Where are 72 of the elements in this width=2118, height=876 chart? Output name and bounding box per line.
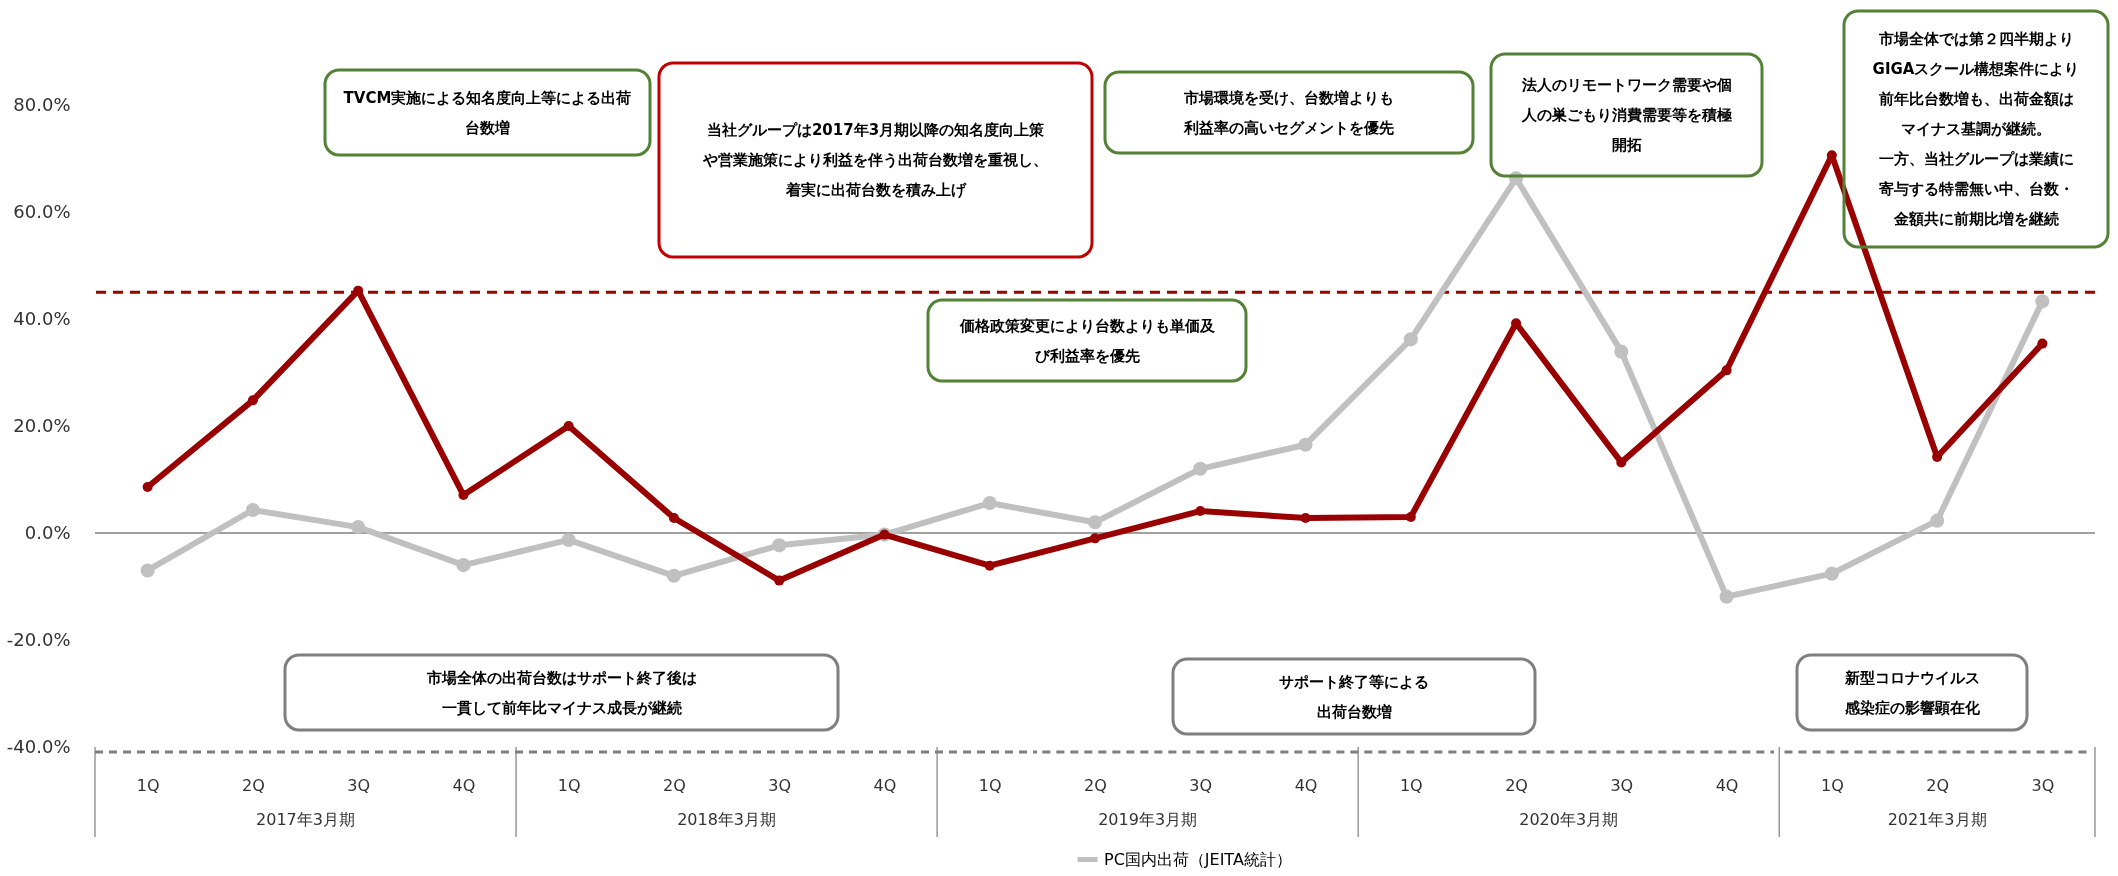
point — [1824, 566, 1839, 581]
y-tick-label: 20.0% — [13, 414, 71, 436]
point — [1616, 457, 1627, 468]
annotation: 法人のリモートワーク需要や個人の巣ごもり消費需要等を積極開拓 — [1520, 76, 1732, 154]
point — [1300, 513, 1311, 524]
annotation: 市場全体では第２四半期よりGIGAスクール構想案件により前年比台数増も、出荷金額はマイナス基調が継続。一方、当社グループは業績に寄与する特需無い中、台数・金額共に前期比増を継続 — [1872, 30, 2080, 228]
x-tick-label: 4Q — [873, 775, 897, 795]
annotation: 当社グループは2017年3月期以降の知名度向上策や営業施策により利益を伴う出荷台数増を重視し、着実に出荷台数を積み上げ — [702, 121, 1048, 199]
annotation: サポート終了等による出荷台数増 — [1279, 672, 1429, 721]
point — [1721, 365, 1732, 376]
point — [666, 568, 682, 583]
point — [1195, 506, 1206, 517]
point — [140, 563, 155, 578]
point — [2037, 338, 2048, 349]
x-tick-label: 1Q — [978, 775, 1002, 795]
point — [2035, 294, 2050, 309]
point — [984, 560, 995, 571]
y-tick-label: -20.0% — [6, 628, 71, 650]
point — [1405, 511, 1416, 522]
point — [351, 520, 366, 535]
point — [1193, 461, 1208, 476]
point — [1930, 513, 1945, 528]
point — [247, 395, 258, 406]
text: 2021年3月期 — [1887, 810, 1987, 829]
point — [774, 575, 785, 586]
x-tick-label: 3Q — [1610, 775, 1634, 795]
point — [142, 482, 153, 492]
point — [561, 532, 576, 548]
x-tick-label: 2Q — [1505, 775, 1528, 795]
x-tick-label: 1Q — [1820, 775, 1844, 795]
x-tick-label: 3Q — [768, 775, 792, 795]
y-tick-label: 0.0% — [24, 521, 71, 543]
x-tick-label: 4Q — [1294, 775, 1318, 795]
point — [1090, 533, 1100, 544]
x-tick-label: 2Q — [1084, 775, 1107, 795]
x-tick-label: 4Q — [1715, 775, 1739, 795]
x-tick-label: 3Q — [2031, 775, 2055, 795]
text: 2019年3月期 — [1098, 810, 1198, 829]
x-tick-label: 1Q — [557, 775, 581, 795]
text: 2017年3月期 — [256, 810, 355, 829]
y-tick-label: 80.0% — [13, 93, 71, 115]
point — [1298, 437, 1313, 452]
x-tick-label: 3Q — [1189, 775, 1213, 795]
y-tick-label: -40.0% — [6, 735, 71, 757]
legend-label: PC国内出荷（JEITA統計） — [1104, 849, 1292, 869]
point — [563, 421, 574, 431]
point — [1087, 515, 1103, 530]
annotation: 新型コロナウイルス感染症の影響顕在化 — [1843, 668, 1981, 717]
x-tick-label: 1Q — [136, 775, 160, 795]
y-tick-label: 60.0% — [13, 200, 71, 222]
point — [668, 513, 679, 524]
point — [456, 558, 471, 573]
point — [1614, 344, 1629, 359]
point — [1719, 589, 1734, 604]
x-tick-label: 4Q — [452, 775, 476, 795]
x-tick-label: 2Q — [242, 775, 265, 795]
point — [772, 538, 787, 553]
annotation: 市場全体の出荷台数はサポート終了後は一貫して前年比マイナス成長が継続 — [425, 668, 697, 717]
point — [982, 495, 997, 511]
annotation: TVCM実施による知名度向上等による出荷台数増 — [343, 88, 632, 137]
x-tick-label: 2Q — [1926, 775, 1949, 795]
annotation: 市場環境を受け、台数増よりも利益率の高いセグメントを優先 — [1183, 88, 1394, 137]
y-tick-label: 40.0% — [13, 307, 71, 329]
point — [1403, 332, 1418, 347]
text: 2018年3月期 — [677, 810, 777, 829]
point — [458, 490, 469, 501]
point — [245, 502, 260, 518]
x-tick-label: 3Q — [347, 775, 371, 795]
annotation: 価格政策変更により台数よりも単価及び利益率を優先 — [958, 316, 1216, 365]
x-tick-label: 1Q — [1399, 775, 1423, 795]
text: 2020年3月期 — [1519, 810, 1619, 829]
x-tick-label: 2Q — [663, 775, 686, 795]
